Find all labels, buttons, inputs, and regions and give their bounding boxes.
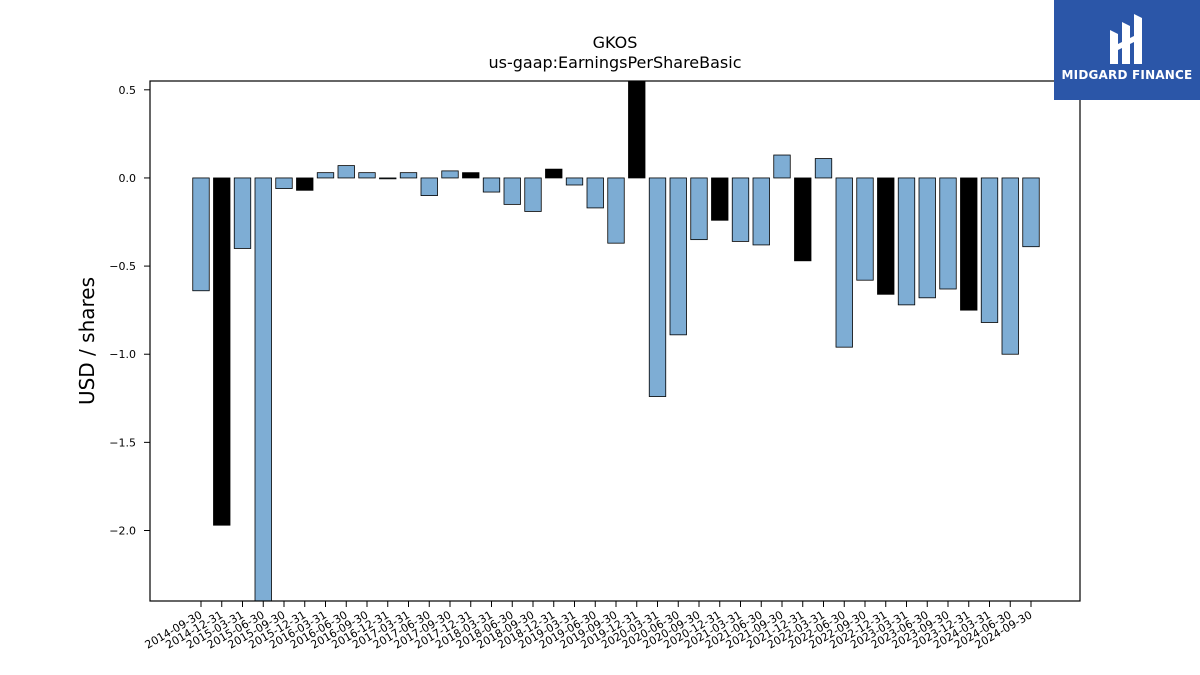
bar-2020-09-30 bbox=[690, 177, 708, 241]
bar-2018-09-30 bbox=[524, 177, 542, 212]
bar-2017-06-30 bbox=[420, 177, 438, 196]
bar-2016-03-31 bbox=[316, 172, 335, 179]
y-tick-label: 0.0 bbox=[119, 172, 137, 185]
bar-2020-03-31 bbox=[648, 177, 667, 397]
bar-2023-03-31 bbox=[897, 177, 916, 306]
y-axis-label: USD / shares bbox=[75, 277, 99, 405]
brand-name: MIDGARD FINANCE bbox=[1061, 68, 1193, 82]
y-tick-label: −1.0 bbox=[109, 348, 136, 361]
bar-2019-09-30 bbox=[607, 177, 625, 244]
midgard-logo-icon bbox=[1110, 14, 1142, 64]
bar-2015-03-31 bbox=[233, 177, 252, 249]
chart-subtitle: us-gaap:EarningsPerShareBasic bbox=[488, 53, 741, 72]
bar-2016-06-30 bbox=[337, 165, 355, 179]
bar-2019-12-31 bbox=[628, 80, 646, 179]
bar-2023-09-30 bbox=[939, 177, 957, 290]
bar-2014-12-31 bbox=[213, 177, 231, 526]
bar-2023-06-30 bbox=[918, 177, 936, 299]
y-tick-label: −0.5 bbox=[109, 260, 136, 273]
y-tick-label: −2.0 bbox=[109, 524, 136, 537]
plot-frame bbox=[149, 80, 1081, 602]
bar-2015-12-31 bbox=[296, 177, 314, 191]
bar-2022-06-30 bbox=[835, 177, 853, 348]
bar-2024-03-31 bbox=[980, 177, 999, 323]
bar-2022-12-31 bbox=[877, 177, 895, 295]
chart-title: GKOS bbox=[593, 33, 638, 52]
y-tick-label: −1.5 bbox=[109, 436, 136, 449]
bar-series bbox=[192, 80, 1040, 602]
bar-2017-12-31 bbox=[462, 172, 480, 179]
bar-2019-06-30 bbox=[586, 177, 604, 209]
bar-2021-09-30 bbox=[773, 154, 791, 179]
x-axis: 2014-09-302014-12-312015-03-312015-06-30… bbox=[143, 601, 1035, 652]
bar-2018-03-31 bbox=[482, 177, 501, 193]
brand-logo: MIDGARD FINANCE bbox=[1054, 0, 1200, 100]
bar-2022-03-31 bbox=[814, 158, 833, 179]
bar-2021-06-30 bbox=[752, 177, 770, 246]
bar-2015-06-30 bbox=[254, 177, 272, 602]
bar-2018-06-30 bbox=[503, 177, 521, 205]
bar-2020-06-30 bbox=[669, 177, 687, 336]
bar-2016-12-31 bbox=[379, 177, 397, 180]
bar-2015-09-30 bbox=[275, 177, 293, 189]
bar-2014-09-30 bbox=[192, 177, 210, 292]
bar-2019-03-31 bbox=[565, 177, 584, 186]
bar-2016-09-30 bbox=[358, 172, 376, 179]
bar-2024-09-30 bbox=[1022, 177, 1040, 248]
bar-2021-03-31 bbox=[731, 177, 750, 242]
y-tick-label: 0.5 bbox=[119, 84, 137, 97]
bar-2017-03-31 bbox=[399, 172, 418, 179]
bar-2024-06-30 bbox=[1001, 177, 1019, 355]
y-axis: 0.5 0.0 −0.5 −1.0 −1.5 −2.0 bbox=[109, 84, 150, 537]
bar-2020-12-31 bbox=[711, 177, 729, 221]
bar-2022-09-30 bbox=[856, 177, 874, 281]
bar-2023-12-31 bbox=[960, 177, 978, 311]
bar-2018-12-31 bbox=[545, 168, 563, 179]
bar-2021-12-31 bbox=[794, 177, 812, 262]
bar-2017-09-30 bbox=[441, 170, 459, 179]
